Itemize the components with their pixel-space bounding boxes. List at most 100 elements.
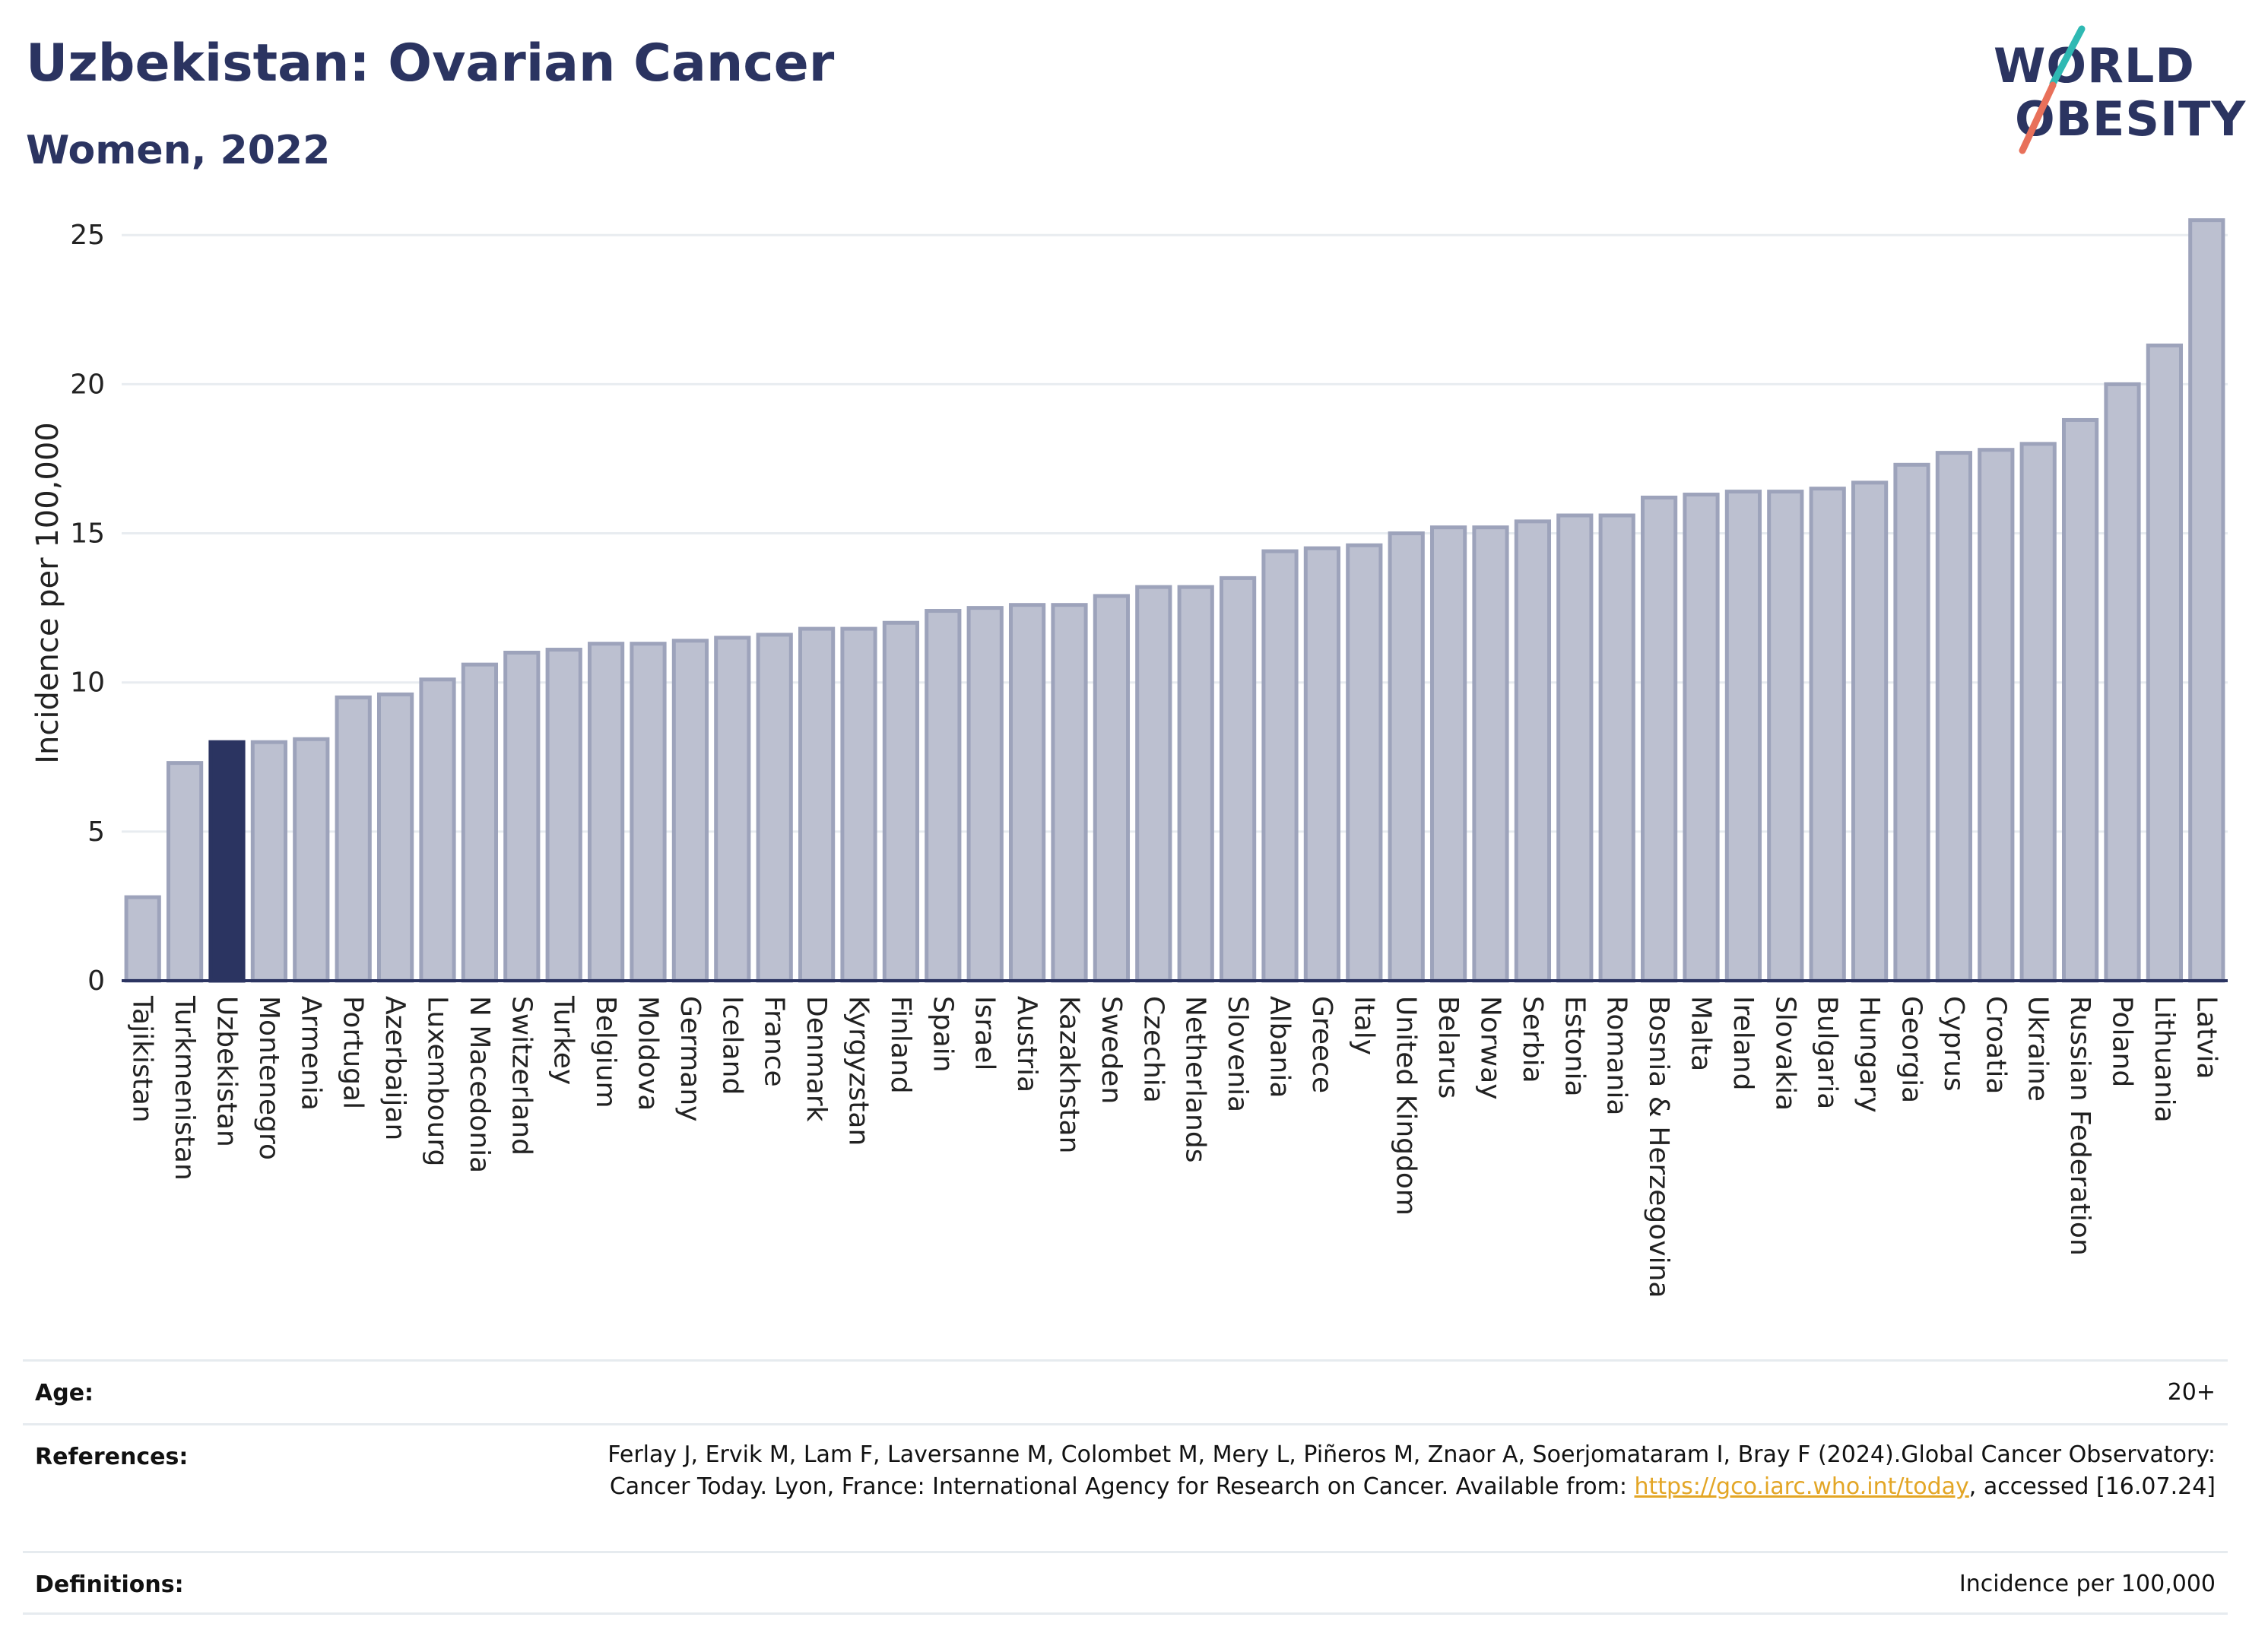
logo-line-2: OBESITY [2015, 91, 2247, 147]
x-tick-label: Tajikistan [127, 995, 158, 1123]
references-label: References: [35, 1444, 189, 1470]
references-suffix: , accessed [16.07.24] [1968, 1473, 2216, 1500]
x-tick-label: Slovakia [1769, 996, 1800, 1111]
y-tick-label: 20 [70, 369, 105, 400]
bar-germany [671, 639, 709, 983]
x-tick-label: Iceland [716, 996, 747, 1095]
x-tick-label: N Macedonia [464, 996, 495, 1173]
x-tick-label: Albania [1264, 996, 1296, 1098]
info-table: Age: 20+ References: Ferlay J, Ervik M, … [23, 1359, 2228, 1615]
age-label: Age: [35, 1380, 94, 1406]
bar-n-macedonia [461, 662, 499, 983]
info-row-definitions: Definitions: Incidence per 100,000 [23, 1551, 2228, 1615]
info-row-references: References: Ferlay J, Ervik M, Lam F, La… [23, 1423, 2228, 1551]
x-tick-label: Switzerland [506, 996, 537, 1156]
bar-kyrgyzstan [840, 626, 877, 983]
bar-kazakhstan [1051, 603, 1088, 983]
x-tick-label: Hungary [1854, 996, 1885, 1113]
bar-denmark [798, 626, 836, 983]
x-tick-label: Sweden [1096, 996, 1127, 1104]
bar-latvia [2188, 218, 2225, 983]
bar-hungary [1851, 480, 1889, 983]
bar-france [756, 633, 793, 983]
x-tick-label: Belgium [590, 996, 621, 1108]
bar-portugal [335, 695, 372, 983]
bar-cyprus [1935, 451, 1973, 983]
references-link[interactable]: https://gco.iarc.who.int/today [1634, 1473, 1969, 1500]
x-tick-label: Poland [2107, 996, 2138, 1087]
x-tick-label: Greece [1306, 996, 1337, 1093]
bar-finland [882, 620, 920, 983]
y-tick-label: 5 [87, 816, 105, 848]
x-tick-label: Moldova [633, 996, 664, 1111]
bar-greece [1303, 546, 1341, 983]
x-tick-label: Denmark [801, 996, 832, 1122]
bar-georgia [1893, 462, 1930, 983]
x-tick-label: Finland [885, 996, 916, 1094]
references-value: Ferlay J, Ervik M, Lam F, Laversanne M, … [543, 1439, 2216, 1503]
x-tick-label: Portugal [338, 996, 369, 1109]
bar-slovakia [1767, 490, 1804, 983]
chart-title: Uzbekistan: Ovarian Cancer [26, 33, 835, 94]
bar-chart: 0 5 10 15 20 25 Incidence per 100,000 Tajikista… [30, 218, 2228, 1298]
bar-slovenia [1219, 576, 1257, 983]
bar-iceland [714, 636, 751, 983]
x-tick-label: Austria [1011, 996, 1042, 1092]
x-tick-label: Norway [1475, 996, 1506, 1100]
bar-armenia [293, 737, 330, 983]
x-tick-label: Slovenia [1222, 996, 1253, 1112]
bar-spain [925, 609, 962, 983]
bar-uzbekistan [208, 740, 246, 983]
info-row-age: Age: 20+ [23, 1359, 2228, 1423]
bar-norway [1472, 525, 1509, 983]
y-tick-label: 15 [70, 518, 105, 550]
bar-moldova [630, 642, 667, 983]
bar-russian-federation [2061, 417, 2099, 983]
bar-italy [1346, 543, 1383, 983]
x-tick-label: Ireland [1727, 996, 1759, 1091]
bar-bulgaria [1809, 487, 1846, 983]
x-tick-label: Ukraine [2022, 996, 2054, 1102]
world-obesity-logo: WORLD OBESITY [1984, 23, 2245, 160]
x-tick-label: Luxembourg [422, 996, 453, 1166]
bar-sweden [1093, 594, 1131, 983]
x-tick-label: Russian Federation [2064, 996, 2095, 1256]
x-tick-label: Romania [1601, 996, 1632, 1115]
x-tick-label: Italy [1348, 996, 1379, 1055]
bar-romania [1598, 513, 1635, 983]
x-tick-label: Malta [1686, 996, 1717, 1071]
x-tick-label: Turkmenistan [169, 995, 200, 1181]
bar-ireland [1724, 490, 1762, 983]
x-tick-label: Georgia [1896, 996, 1927, 1103]
x-tick-label: Israel [969, 996, 1001, 1070]
y-tick-label: 25 [70, 220, 105, 251]
bar-poland [2104, 382, 2141, 983]
x-tick-label: Lithuania [2149, 996, 2180, 1123]
x-tick-label: Czechia [1137, 996, 1169, 1103]
bar-croatia [1978, 448, 2015, 983]
x-tick-label: Azerbaijan [379, 996, 411, 1140]
x-tick-label: Latvia [2190, 996, 2222, 1080]
bar-azerbaijan [376, 692, 414, 983]
x-tick-label: Kyrgyzstan [843, 996, 874, 1146]
x-tick-label: Germany [674, 996, 706, 1121]
age-value: 20+ [2167, 1379, 2216, 1406]
bar-austria [1008, 603, 1046, 983]
x-tick-label: Cyprus [1938, 996, 1969, 1092]
x-tick-label: Estonia [1559, 996, 1590, 1097]
x-tick-label: Belarus [1432, 996, 1464, 1099]
x-tick-label: France [759, 996, 790, 1087]
x-tick-label: Bulgaria [1812, 996, 1843, 1109]
y-axis-label: Incidence per 100,000 [30, 422, 65, 764]
x-tick-label: Croatia [1980, 996, 2011, 1094]
x-tick-label: Serbia [1517, 996, 1548, 1083]
bar-turkey [545, 648, 582, 983]
definitions-label: Definitions: [35, 1571, 184, 1598]
bar-netherlands [1177, 585, 1214, 983]
bar-estonia [1556, 513, 1594, 983]
chart-subtitle: Women, 2022 [26, 128, 331, 173]
bar-tajikistan [124, 895, 161, 983]
x-tick-label: Spain [927, 996, 958, 1073]
bar-czechia [1135, 585, 1172, 983]
bar-albania [1261, 549, 1299, 983]
